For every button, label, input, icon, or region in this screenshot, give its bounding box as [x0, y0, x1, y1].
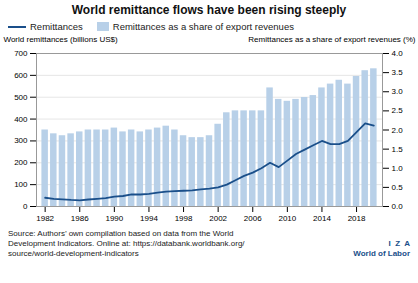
svg-text:Remittances as a share of expo: Remittances as a share of export revenue… [248, 35, 416, 44]
svg-text:2010: 2010 [278, 214, 296, 223]
svg-text:1986: 1986 [71, 214, 89, 223]
svg-text:600: 600 [14, 71, 28, 80]
svg-text:400: 400 [14, 115, 28, 124]
svg-text:3.0: 3.0 [392, 87, 404, 96]
svg-text:300: 300 [14, 136, 28, 145]
svg-text:700: 700 [14, 49, 28, 58]
svg-text:1990: 1990 [105, 214, 123, 223]
svg-text:1994: 1994 [140, 214, 158, 223]
svg-text:World remittances (billions US: World remittances (billions US$) [4, 35, 118, 44]
svg-text:0: 0 [23, 202, 28, 211]
svg-text:1982: 1982 [36, 214, 54, 223]
svg-text:200: 200 [14, 158, 28, 167]
svg-text:500: 500 [14, 93, 28, 102]
svg-text:2018: 2018 [348, 214, 366, 223]
svg-text:1998: 1998 [175, 214, 193, 223]
svg-text:0.5: 0.5 [392, 183, 404, 192]
html-text:I Z A World of Labor: I Z A World of Labor [353, 239, 410, 258]
svg-text:2006: 2006 [244, 214, 262, 223]
svg-text:2014: 2014 [313, 214, 331, 223]
svg-text:1.0: 1.0 [392, 164, 404, 173]
html-text:World remittance flows have be: World remittance flows have been rising … [71, 3, 347, 17]
html-text:Remittances: Remittances [30, 21, 83, 32]
html-text:Source: Authors’ own compilati: Source: Authors’ own compilation based o… [8, 229, 245, 258]
svg-text:2.0: 2.0 [392, 126, 404, 135]
svg-text:2.5: 2.5 [392, 106, 404, 115]
svg-text:1.5: 1.5 [392, 145, 404, 154]
html-text:Remittances as a share of expo: Remittances as a share of export revenue… [112, 21, 294, 32]
svg-text:2002: 2002 [209, 214, 227, 223]
svg-text:3.5: 3.5 [392, 68, 404, 77]
svg-text:100: 100 [14, 180, 28, 189]
svg-text:4.0: 4.0 [392, 49, 404, 58]
svg-text:0.0: 0.0 [392, 202, 404, 211]
